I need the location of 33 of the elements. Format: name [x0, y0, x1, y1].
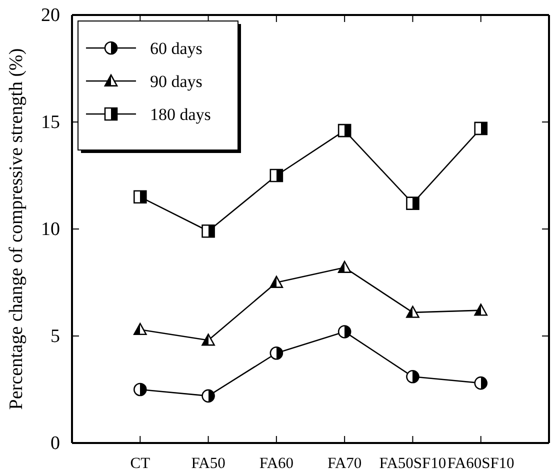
point: [406, 370, 420, 384]
y-tick-label: 10: [41, 219, 60, 240]
point: [474, 304, 488, 316]
point: [338, 124, 352, 138]
y-tick-label: 0: [50, 433, 60, 454]
legend-label: 60 days: [150, 39, 202, 58]
y-tick-label: 20: [41, 5, 60, 26]
point: [406, 306, 420, 318]
point: [270, 276, 284, 288]
point: [406, 196, 420, 210]
point: [474, 122, 488, 136]
x-tick-label: FA70: [327, 455, 362, 472]
point: [338, 325, 352, 338]
x-tick-label: FA60SF10: [447, 455, 515, 472]
point: [202, 389, 215, 403]
y-axis-title: Percentage change of compressive strength (%): [6, 48, 27, 410]
x-tick-label: FA50SF10: [379, 455, 446, 472]
x-tick-label: FA60: [259, 455, 294, 472]
legend-label: 90 days: [150, 72, 202, 91]
point: [270, 346, 284, 360]
legend-label: 180 days: [150, 105, 211, 124]
point: [202, 224, 215, 238]
point: [133, 322, 147, 336]
y-tick-label: 15: [41, 112, 60, 134]
point: [474, 376, 488, 390]
x-tick-label: FA50: [191, 455, 226, 472]
point: [134, 382, 147, 396]
x-tick-label: CT: [130, 455, 151, 472]
point: [133, 190, 147, 204]
point: [270, 168, 284, 182]
point: [202, 334, 215, 346]
y-tick-label: 5: [50, 326, 60, 348]
point: [338, 260, 352, 273]
